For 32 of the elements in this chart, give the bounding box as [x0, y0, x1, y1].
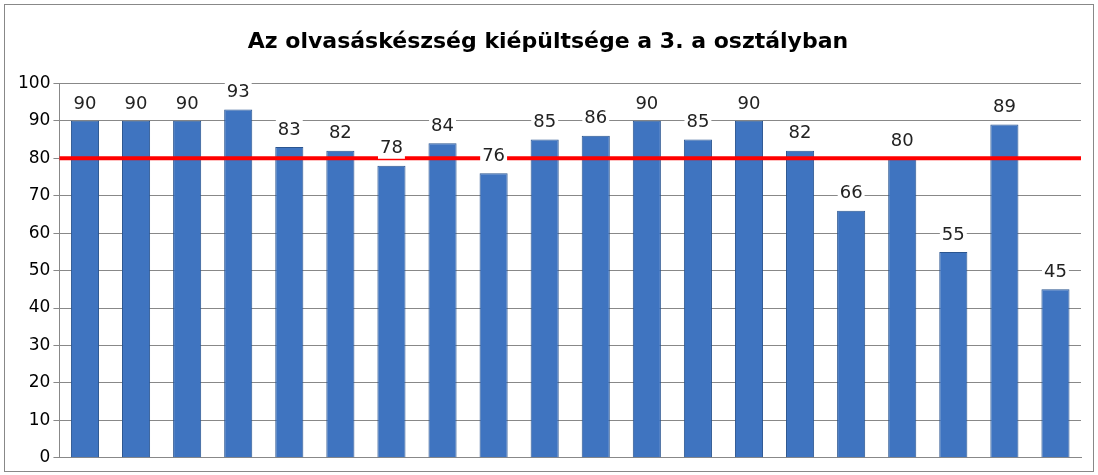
y-tick-label: 100 — [17, 71, 51, 92]
data-label: 82 — [788, 121, 812, 143]
data-label: 85 — [686, 110, 710, 132]
data-label: 85 — [533, 110, 557, 132]
data-label: 55 — [941, 222, 965, 244]
data-label: 90 — [737, 91, 761, 113]
data-label: 66 — [839, 181, 863, 203]
y-tick-label: 0 — [39, 446, 51, 467]
data-label: 83 — [277, 117, 301, 139]
y-tick-label: 80 — [28, 146, 51, 167]
y-tick-label: 60 — [28, 221, 51, 242]
data-label: 78 — [380, 136, 403, 158]
y-tick-label: 20 — [28, 371, 51, 392]
data-label: 90 — [124, 91, 148, 113]
y-tick-label: 40 — [28, 296, 51, 317]
data-label: 84 — [431, 113, 454, 135]
y-tick-label: 30 — [28, 333, 51, 354]
data-label: 82 — [328, 121, 352, 143]
y-tick-label: 90 — [28, 109, 51, 130]
data-label: 90 — [635, 91, 659, 113]
data-label: 45 — [1044, 259, 1067, 281]
y-tick-label: 50 — [28, 259, 51, 280]
data-label: 93 — [226, 80, 250, 102]
data-label: 90 — [175, 91, 199, 113]
y-tick-label: 10 — [28, 408, 51, 429]
data-label: 80 — [890, 128, 914, 150]
data-label: 86 — [584, 106, 608, 128]
chart-title: Az olvasáskészség kiépültsége a 3. a osztályban — [247, 27, 849, 53]
y-tick-label: 70 — [28, 184, 51, 205]
data-label: 90 — [73, 91, 97, 113]
data-label: 76 — [482, 143, 506, 165]
data-label: 89 — [992, 95, 1016, 117]
